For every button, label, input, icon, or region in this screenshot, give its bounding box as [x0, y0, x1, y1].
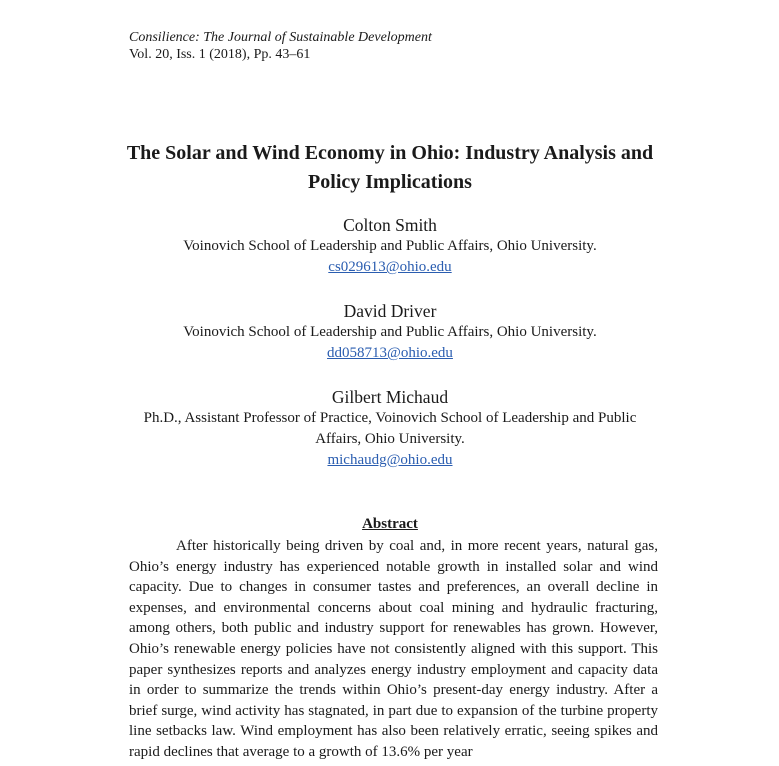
author-block: David Driver Voinovich School of Leaders… — [100, 300, 680, 364]
abstract-heading: Abstract — [362, 516, 418, 532]
author-email-link[interactable]: michaudg@ohio.edu — [327, 452, 453, 468]
author-name: David Driver — [343, 301, 437, 321]
author-name: Gilbert Michaud — [331, 387, 449, 407]
paper-title: The Solar and Wind Economy in Ohio: Indu… — [126, 142, 654, 193]
author-email-link[interactable]: cs029613@ohio.edu — [328, 259, 452, 275]
author-affiliation: Ph.D., Assistant Professor of Practice, … — [143, 410, 637, 447]
author-affiliation: Voinovich School of Leadership and Publi… — [183, 238, 597, 254]
author-affiliation: Voinovich School of Leadership and Publi… — [183, 324, 597, 340]
author-block: Gilbert Michaud Ph.D., Assistant Profess… — [100, 386, 680, 471]
author-block: Colton Smith Voinovich School of Leaders… — [100, 214, 680, 278]
author-email-link[interactable]: dd058713@ohio.edu — [327, 345, 453, 361]
journal-header: Consilience: The Journal of Sustainable … — [129, 29, 432, 63]
journal-volume: Vol. 20, Iss. 1 (2018), Pp. 43–61 — [129, 47, 311, 62]
author-name: Colton Smith — [343, 215, 437, 235]
abstract-text: After historically being driven by coal … — [129, 538, 658, 760]
journal-name: Consilience: The Journal of Sustainable … — [129, 30, 432, 45]
